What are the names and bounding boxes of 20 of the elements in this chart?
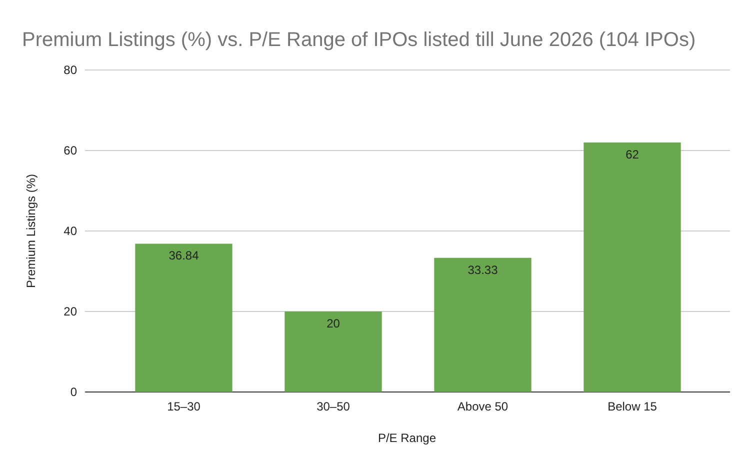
bar	[135, 244, 232, 392]
data-label: 62	[626, 147, 640, 162]
bar	[584, 142, 681, 392]
data-label: 20	[326, 316, 340, 330]
x-tick-label: Above 50	[457, 400, 508, 414]
y-tick-label: 0	[70, 384, 78, 399]
y-tick-label: 40	[64, 224, 78, 238]
bar	[434, 258, 532, 392]
y-axis-title: Premium Listings (%)	[24, 174, 38, 288]
data-label: 36.84	[168, 248, 200, 263]
y-tick-label: 80	[64, 62, 78, 77]
x-tick-label: 30–50	[316, 400, 350, 414]
x-axis-title: P/E Range	[378, 431, 436, 445]
bar	[284, 312, 382, 392]
data-label: 33.33	[468, 262, 498, 277]
y-tick-label: 20	[64, 304, 78, 318]
chart-title: Premium Listings (%) vs. P/E Range of IPOs listed till June 2026 (104 IPOs)	[22, 29, 696, 51]
x-tick-label: Below 15	[608, 400, 658, 414]
y-tick-label: 60	[64, 143, 78, 158]
x-tick-label: 15–30	[167, 400, 201, 414]
